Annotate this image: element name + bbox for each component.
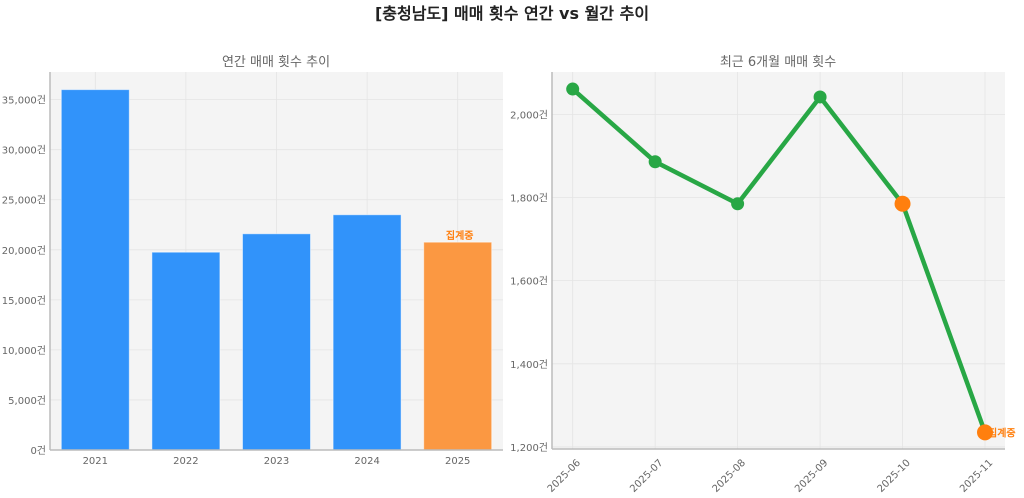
bar-2022 [151, 251, 221, 451]
data-point-2025-08 [731, 197, 745, 211]
y-tick-label: 0건 [30, 445, 46, 457]
y-tick-label: 2,000건 [510, 109, 548, 121]
monthly-line-chart: 최근 6개월 매매 횟수 집계중 1,200건 1,400건 1,600건 1,800… [510, 55, 1016, 495]
partial-annotation: 집계중 [446, 229, 474, 242]
annual-bar-chart: 연간 매매 횟수 추이 집계중 0건 5,000건 10,000건 15,000건 20… [2, 55, 503, 467]
bar-2023 [242, 233, 311, 451]
partial-annotation: 집계중 [988, 426, 1016, 439]
data-point-2025-07 [648, 155, 662, 169]
data-point-2025-10 [894, 195, 911, 212]
line-chart-title: 최근 6개월 매매 횟수 [720, 55, 836, 70]
x-tick-label: 2025-08 [711, 458, 748, 494]
y-tick-label: 1,200건 [510, 442, 548, 454]
x-tick-label: 2025-09 [793, 458, 830, 494]
bar-2025 [423, 241, 493, 451]
x-tick-label: 2025-10 [876, 458, 913, 494]
data-point-2025-09 [813, 90, 827, 104]
y-tick-label: 15,000건 [2, 295, 46, 307]
y-tick-label: 35,000건 [2, 95, 46, 107]
x-tick-label: 2021 [83, 456, 108, 467]
y-tick-label: 1,600건 [510, 276, 548, 288]
y-tick-label: 1,400건 [510, 359, 548, 371]
x-tick-label: 2025-11 [958, 458, 995, 494]
y-tick-label: 10,000건 [2, 345, 46, 357]
x-tick-label: 2025 [445, 456, 470, 467]
bar-chart-title: 연간 매매 횟수 추이 [222, 55, 330, 70]
x-tick-label: 2025-06 [546, 458, 583, 494]
x-tick-label: 2022 [173, 456, 198, 467]
bar-2021 [60, 89, 130, 451]
y-tick-label: 30,000건 [2, 145, 46, 157]
x-tick-label: 2025-07 [628, 458, 665, 494]
series-line [571, 87, 988, 434]
y-tick-label: 20,000건 [2, 245, 46, 257]
y-tick-label: 25,000건 [2, 195, 46, 207]
x-tick-label: 2023 [264, 456, 289, 467]
x-tick-label: 2024 [354, 456, 379, 467]
bar-2024 [332, 214, 402, 451]
data-point-2025-11 [977, 424, 993, 441]
y-tick-label: 1,800건 [510, 193, 548, 205]
data-point-2025-06 [566, 82, 580, 96]
figure-title: [충청남도] 매매 횟수 연간 vs 월간 추이 [375, 4, 649, 23]
y-tick-label: 5,000건 [8, 395, 46, 407]
